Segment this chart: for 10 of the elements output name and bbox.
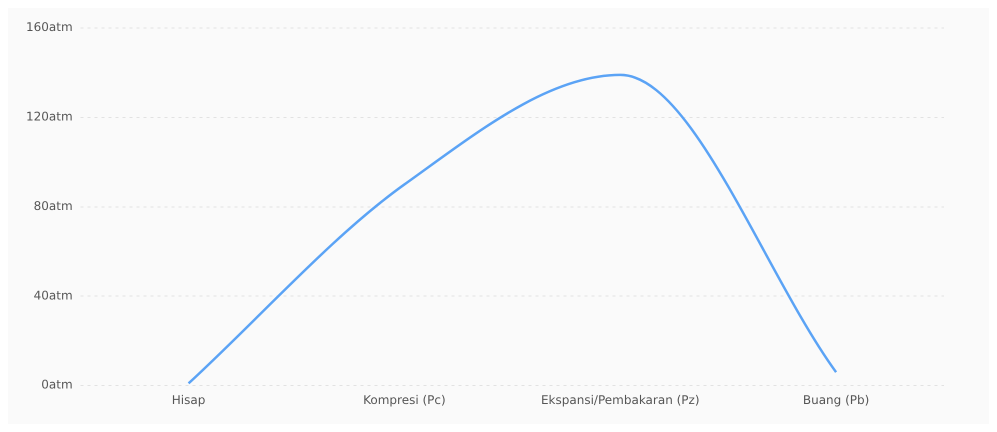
- x-tick-label: Kompresi (Pc): [363, 392, 446, 407]
- x-tick-label: Ekspansi/Pembakaran (Pz): [540, 392, 700, 407]
- y-tick-label: 40atm: [34, 288, 73, 302]
- y-tick-label: 80atm: [34, 198, 73, 213]
- y-tick-label: 0atm: [41, 378, 73, 392]
- y-tick-label: 120atm: [26, 110, 73, 124]
- y-tick-label: 160atm: [26, 20, 73, 34]
- line-series: [187, 74, 838, 385]
- x-tick-label: Hisap: [172, 392, 206, 407]
- x-tick-label: Buang (Pb): [802, 392, 870, 407]
